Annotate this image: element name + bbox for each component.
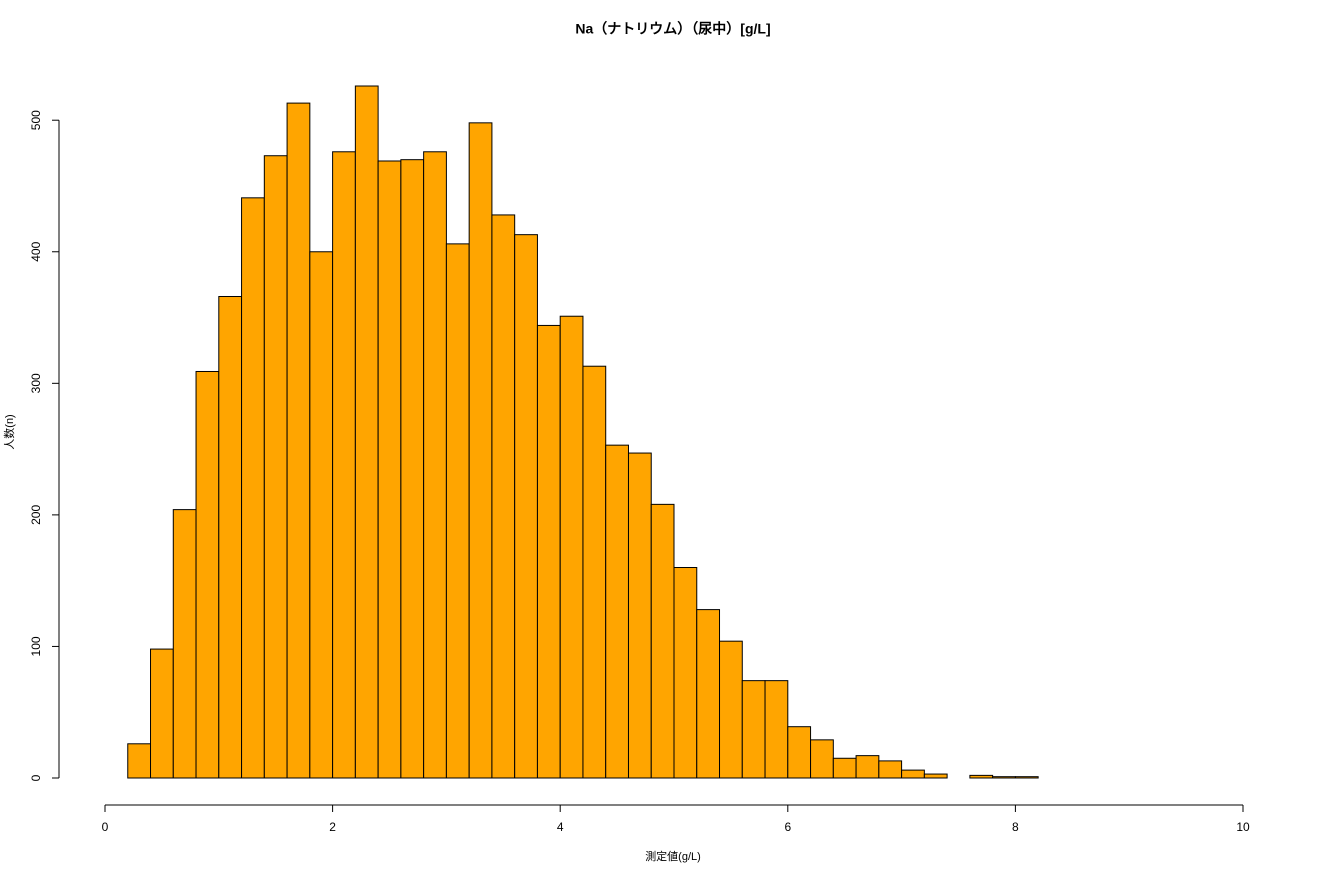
y-tick-label: 500 bbox=[29, 110, 43, 130]
bar bbox=[673, 567, 698, 779]
bar bbox=[218, 295, 243, 779]
bar bbox=[878, 760, 903, 779]
bar bbox=[1014, 776, 1039, 779]
bar bbox=[741, 680, 766, 779]
bar bbox=[195, 370, 220, 779]
bar bbox=[150, 648, 174, 779]
y-tick-label: 100 bbox=[29, 636, 43, 656]
x-tick-label: 2 bbox=[329, 820, 336, 834]
bar bbox=[468, 122, 493, 779]
bar bbox=[332, 151, 356, 779]
x-tick-label: 0 bbox=[102, 820, 109, 834]
y-tick-label: 200 bbox=[29, 505, 43, 525]
bar bbox=[582, 365, 607, 779]
bar bbox=[354, 85, 379, 779]
bar bbox=[696, 609, 721, 779]
bar bbox=[855, 755, 880, 779]
bar bbox=[605, 444, 629, 779]
bar bbox=[832, 757, 857, 779]
y-tick-label: 300 bbox=[29, 373, 43, 393]
bar bbox=[377, 160, 402, 779]
bar bbox=[263, 155, 288, 779]
x-tick-label: 6 bbox=[784, 820, 791, 834]
bar bbox=[127, 743, 152, 779]
bar bbox=[536, 324, 561, 779]
bar bbox=[787, 726, 812, 779]
y-tick-label: 400 bbox=[29, 241, 43, 261]
bar bbox=[923, 773, 948, 779]
bar bbox=[309, 251, 334, 779]
bar bbox=[764, 680, 789, 779]
bar bbox=[241, 197, 265, 779]
bar bbox=[423, 151, 447, 779]
bar bbox=[969, 774, 994, 779]
x-tick-label: 10 bbox=[1236, 820, 1250, 834]
chart-title: Na（ナトリウム）（尿中）[g/L] bbox=[575, 21, 770, 37]
bar bbox=[491, 214, 516, 779]
bar bbox=[901, 769, 925, 779]
bar bbox=[992, 776, 1016, 779]
bar bbox=[400, 159, 425, 779]
bar bbox=[559, 315, 584, 779]
x-tick-label: 4 bbox=[557, 820, 564, 834]
y-tick-label: 0 bbox=[29, 774, 43, 781]
bar bbox=[650, 503, 675, 779]
x-axis-label: 測定値(g/L) bbox=[645, 849, 701, 863]
y-axis-label: 人数(n) bbox=[3, 414, 16, 449]
bar bbox=[719, 640, 743, 779]
bar bbox=[810, 739, 834, 779]
bar bbox=[627, 452, 652, 779]
bar bbox=[172, 509, 197, 779]
bar bbox=[286, 102, 311, 779]
bar bbox=[445, 243, 470, 779]
x-tick-label: 8 bbox=[1012, 820, 1019, 834]
bar bbox=[514, 234, 538, 779]
